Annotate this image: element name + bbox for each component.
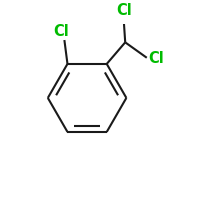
Text: Cl: Cl bbox=[148, 51, 164, 66]
Text: Cl: Cl bbox=[53, 24, 69, 39]
Text: Cl: Cl bbox=[116, 3, 132, 18]
